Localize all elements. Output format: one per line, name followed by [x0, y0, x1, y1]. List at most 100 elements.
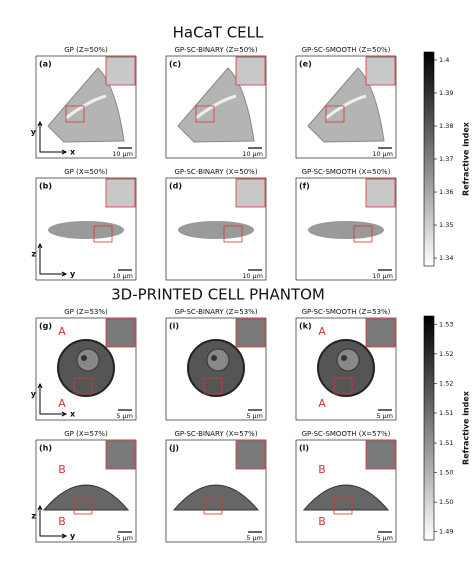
axis-label-vertical: z: [31, 512, 36, 521]
panel-title: GP-SC-BINARY (Z=53%): [174, 308, 257, 316]
cell: [178, 221, 254, 239]
axis-label-horizontal: x: [70, 410, 76, 419]
zoom-region: [65, 105, 85, 123]
inset: [365, 440, 396, 470]
inset: [235, 440, 266, 470]
inset: [365, 318, 396, 348]
zoom-region: [353, 225, 373, 243]
annotation: B: [318, 463, 326, 476]
inset: [105, 318, 136, 348]
cell-ridge: [195, 94, 237, 120]
axis-arrows: [37, 120, 68, 155]
inset: [105, 56, 136, 86]
scale-label: 5 μm: [246, 534, 263, 542]
colorbar-tick-label: 1.4: [439, 56, 449, 64]
cell-image: [57, 318, 136, 397]
panel-title: GP (X=57%): [64, 430, 108, 438]
panel-title: GP-SC-SMOOTH (Z=50%): [302, 46, 391, 54]
cell-image: [302, 440, 396, 515]
inset: [235, 318, 266, 348]
panel-title: GP (Z=53%): [64, 308, 108, 316]
nucleus: [206, 348, 230, 372]
inset: [365, 178, 396, 208]
zoom-region: [333, 377, 353, 395]
axis-label-horizontal: y: [70, 532, 76, 541]
panel-label: (k): [299, 322, 312, 331]
zoom-region: [203, 377, 223, 395]
annotation: B: [58, 515, 66, 528]
annotation: A: [58, 397, 66, 410]
cell-image: [172, 440, 266, 515]
inset: [235, 178, 266, 208]
panel-title: GP (Z=50%): [64, 46, 108, 54]
colorbar: [423, 315, 435, 541]
annotation: B: [318, 515, 326, 528]
section-title: 3D-PRINTED CELL PHANTOM: [111, 286, 325, 304]
panel-label: (g): [39, 322, 52, 331]
panel-label: (l): [299, 444, 309, 453]
cell-ridge: [65, 94, 107, 120]
colorbar-tick-label: 1.50: [439, 469, 453, 477]
colorbar-tick-label: 1.39: [439, 89, 453, 97]
axis-label-vertical: z: [31, 250, 36, 259]
annotation: A: [318, 325, 326, 338]
colorbar-tick-label: 1.36: [439, 188, 453, 196]
panel-title: GP (X=50%): [64, 168, 108, 176]
colorbar-tick-label: 1.34: [439, 254, 453, 262]
axis-label-vertical: y: [31, 390, 37, 399]
nucleolus: [211, 355, 217, 361]
scale-label: 5 μm: [376, 412, 393, 420]
inset: [235, 56, 266, 86]
cell-image: [47, 56, 136, 143]
zoom-region: [195, 105, 215, 123]
colorbar-tick-label: 1.53: [439, 320, 453, 328]
zoom-region: [325, 105, 345, 123]
colorbar-tick-label: 1.38: [439, 122, 453, 130]
cell-image: [308, 178, 396, 243]
panel-label: (h): [39, 444, 52, 453]
cell-image: [187, 318, 266, 397]
scale-label: 5 μm: [116, 534, 133, 542]
scale-label: 10 μm: [112, 272, 133, 280]
colorbar-tick-label: 1.49: [439, 528, 453, 536]
panel-title: GP-SC-SMOOTH (Z=53%): [302, 308, 391, 316]
nucleolus: [81, 355, 87, 361]
panel-title: GP-SC-BINARY (Z=50%): [174, 46, 257, 54]
cell-ridge: [325, 94, 367, 120]
scale-label: 5 μm: [376, 534, 393, 542]
scale-label: 5 μm: [246, 412, 263, 420]
scale-label: 10 μm: [372, 150, 393, 158]
scale-label: 10 μm: [242, 272, 263, 280]
cell-image: [42, 440, 136, 515]
zoom-region: [73, 497, 93, 515]
zoom-region: [223, 225, 243, 243]
colorbar: [423, 51, 435, 267]
colorbar-tick-label: 1.52: [439, 379, 453, 387]
scale-label: 5 μm: [116, 412, 133, 420]
nucleus: [76, 348, 100, 372]
panel-label: (j): [169, 444, 179, 453]
cell: [308, 221, 384, 239]
scale-label: 10 μm: [372, 272, 393, 280]
cell: [48, 221, 124, 239]
zoom-region: [73, 377, 93, 395]
colorbar-label: Refractive index: [462, 121, 471, 196]
nucleus: [336, 348, 360, 372]
panel-title: GP-SC-SMOOTH (X=50%): [302, 168, 391, 176]
nucleolus: [341, 355, 347, 361]
cell-image: [317, 318, 396, 397]
panel-label: (c): [169, 60, 181, 69]
panel-title: GP-SC-SMOOTH (X=57%): [302, 430, 391, 438]
zoom-region: [93, 225, 113, 243]
panel-title: GP-SC-BINARY (X=50%): [174, 168, 257, 176]
zoom-region: [203, 497, 223, 515]
panel-label: (d): [169, 182, 182, 191]
annotation: A: [58, 325, 66, 338]
panel-title: GP-SC-BINARY (X=57%): [174, 430, 257, 438]
axis-arrows: [37, 382, 68, 417]
zoom-region: [333, 497, 353, 515]
axis-arrows: [37, 242, 68, 277]
axis-arrows: [37, 504, 68, 539]
axis-label-horizontal: x: [70, 148, 76, 157]
